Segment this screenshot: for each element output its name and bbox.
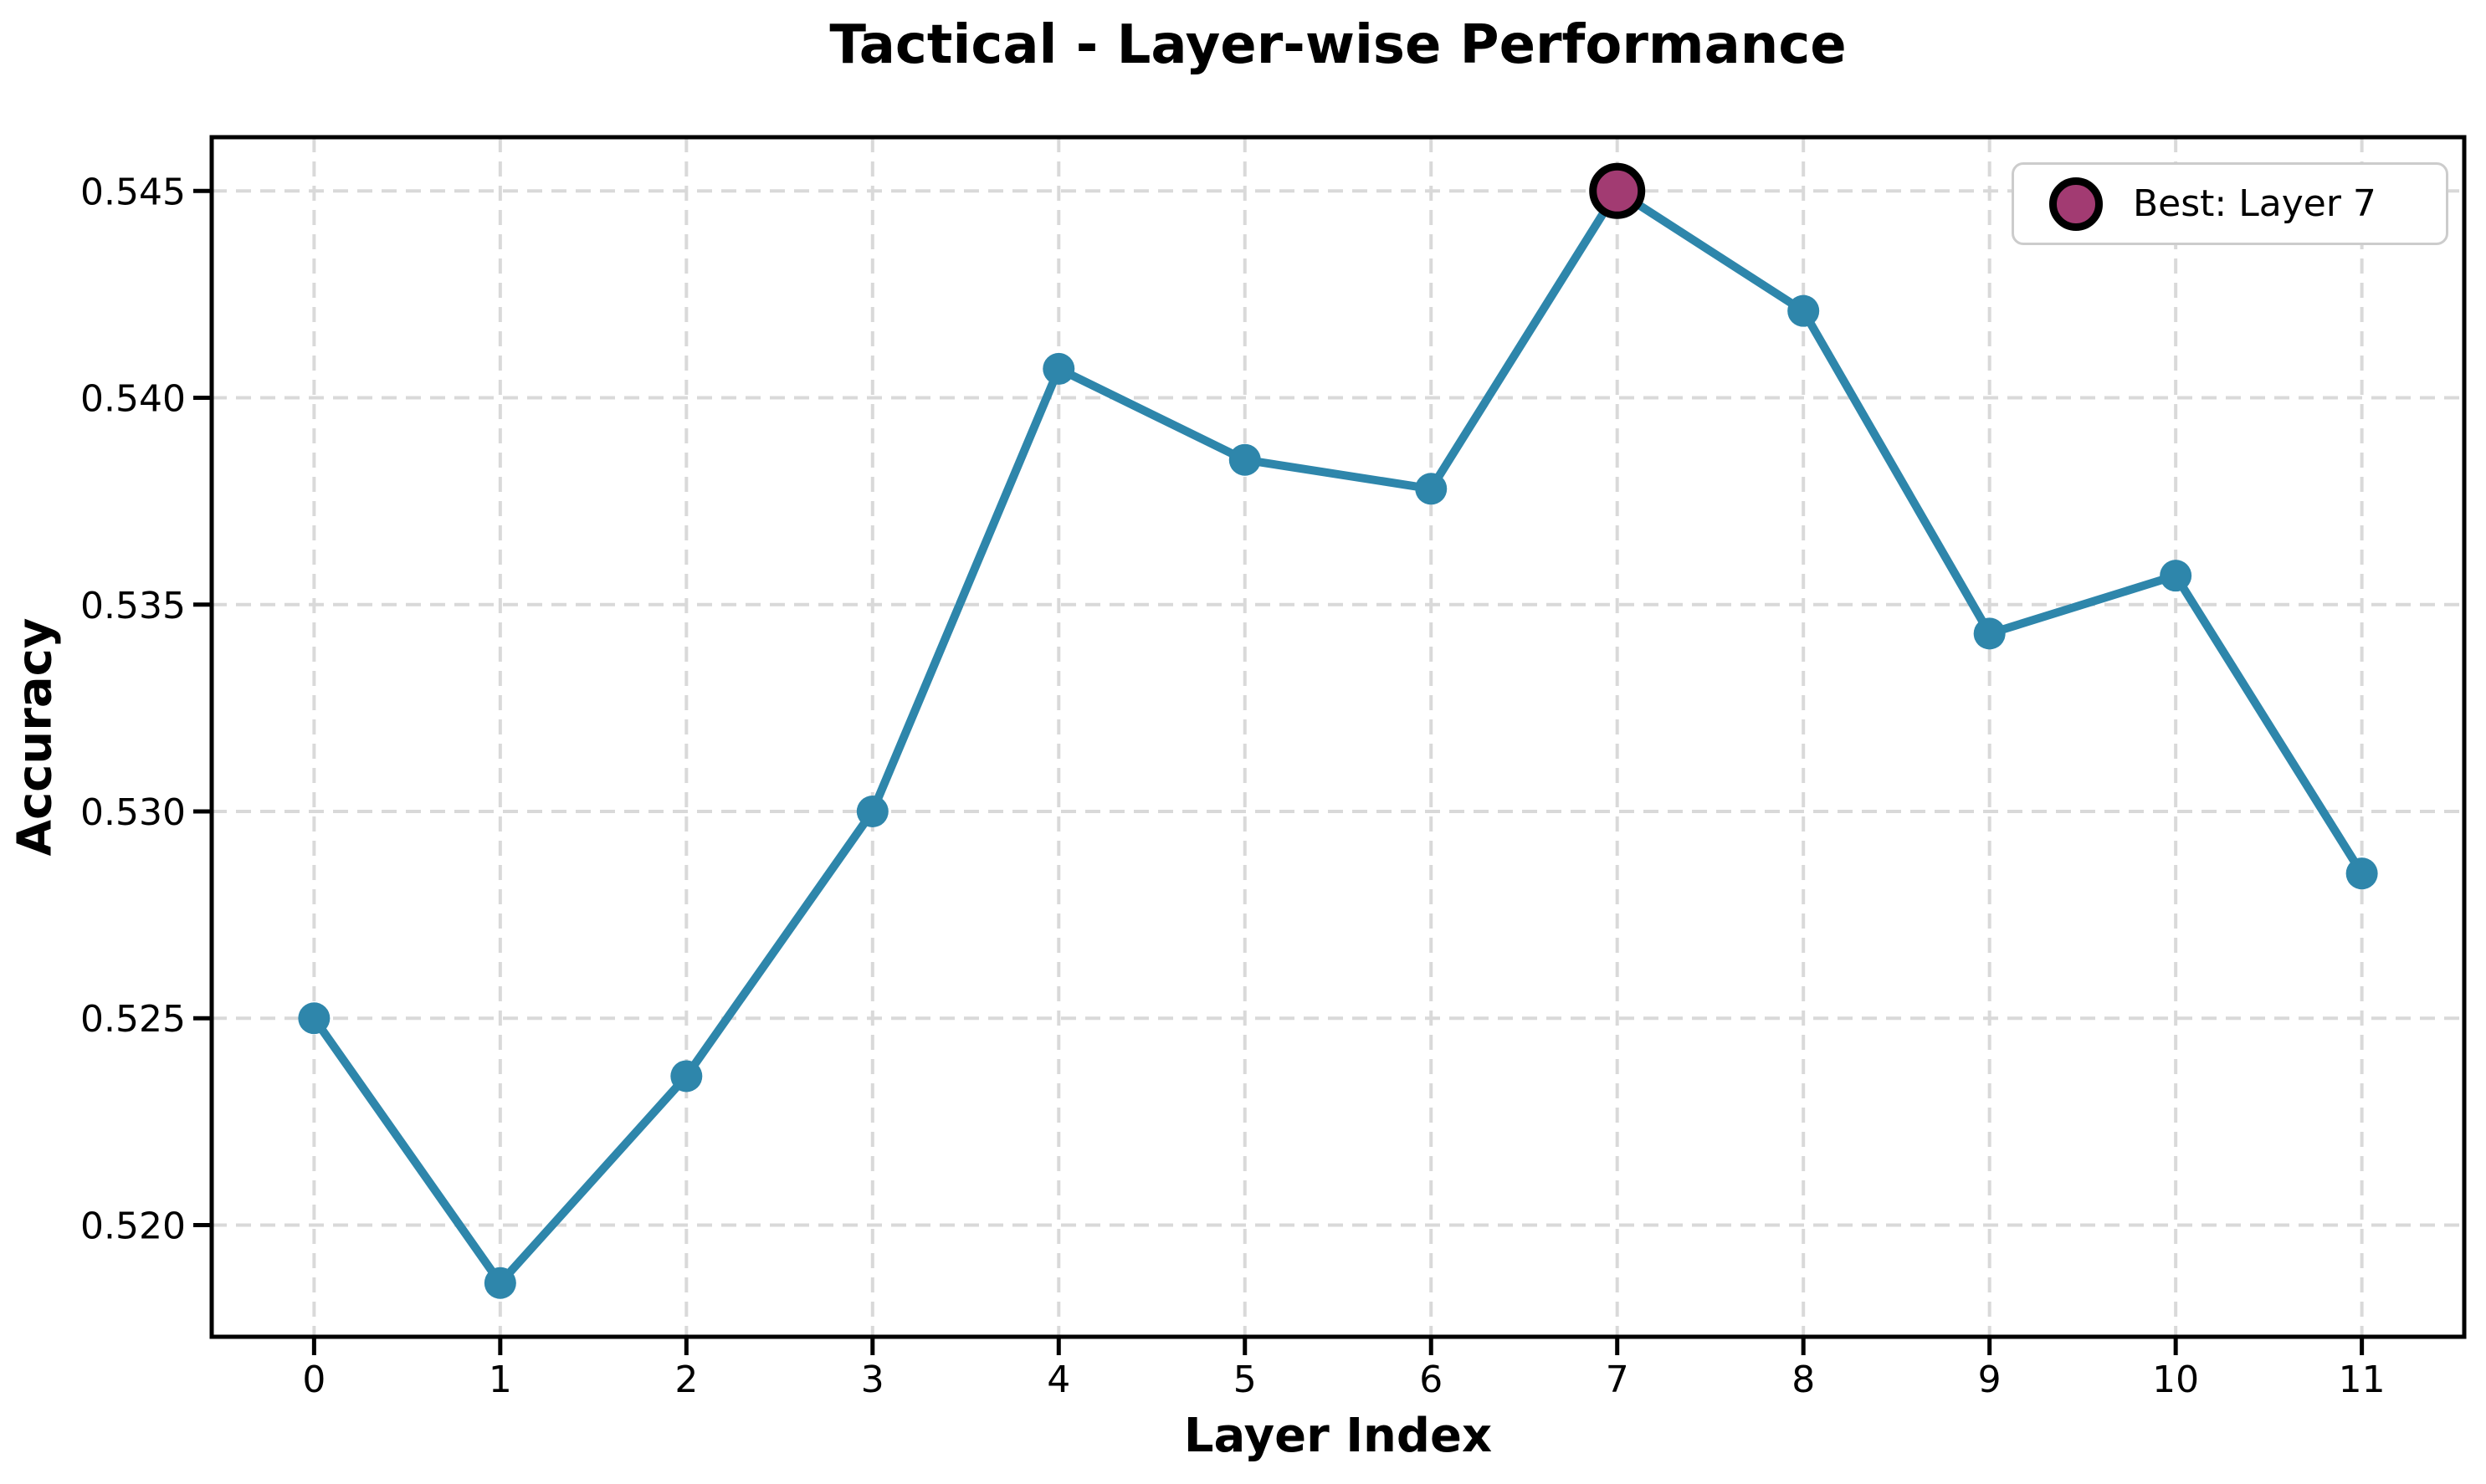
x-tick-label: 9 — [1978, 1359, 2002, 1401]
x-tick-label: 4 — [1047, 1359, 1070, 1401]
y-tick-label: 0.540 — [80, 378, 186, 421]
chart-title: Tactical - Layer-wise Performance — [829, 14, 1847, 76]
x-tick-label: 5 — [1233, 1359, 1257, 1401]
data-point — [1415, 473, 1448, 505]
y-axis-label: Accuracy — [8, 617, 63, 857]
y-tick-label: 0.530 — [80, 791, 186, 834]
x-tick-label: 10 — [2152, 1359, 2199, 1401]
y-tick-label: 0.525 — [80, 998, 186, 1041]
legend-label: Best: Layer 7 — [2133, 182, 2376, 225]
x-tick-label: 6 — [1419, 1359, 1443, 1401]
data-point — [2345, 857, 2378, 890]
x-tick-label: 1 — [489, 1359, 512, 1401]
x-tick-label: 8 — [1791, 1359, 1815, 1401]
y-tick-label: 0.520 — [80, 1205, 186, 1247]
data-point — [670, 1060, 703, 1093]
best-point-legend-icon — [2049, 177, 2103, 231]
x-axis-label: Layer Index — [1183, 1409, 1493, 1463]
x-tick-label: 3 — [861, 1359, 884, 1401]
data-point — [856, 796, 889, 828]
data-point — [1787, 294, 1820, 327]
legend: Best: Layer 7 — [2012, 162, 2448, 245]
x-tick-label: 0 — [302, 1359, 325, 1401]
x-tick-label: 7 — [1606, 1359, 1629, 1401]
plot-frame — [209, 135, 2467, 1339]
data-point — [484, 1267, 516, 1299]
y-tick-label: 0.535 — [80, 585, 186, 627]
data-point — [1043, 352, 1075, 385]
data-point — [298, 1002, 331, 1035]
x-tick-label: 11 — [2339, 1359, 2386, 1401]
best-data-point — [1589, 162, 1646, 219]
data-point — [1228, 443, 1261, 476]
data-point — [2160, 560, 2192, 592]
y-tick-label: 0.545 — [80, 171, 186, 213]
data-point — [1973, 617, 2006, 650]
x-tick-label: 2 — [674, 1359, 698, 1401]
accuracy-line — [310, 187, 2366, 1287]
